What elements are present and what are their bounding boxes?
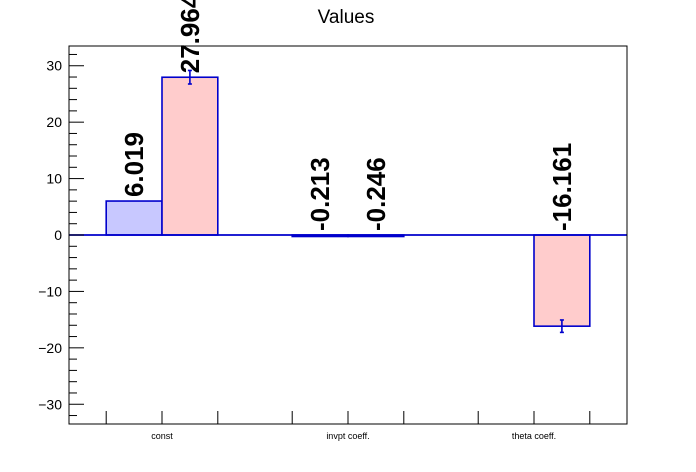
data-label: -0.213 <box>305 157 335 231</box>
y-tick-label: −20 <box>38 340 62 356</box>
y-tick-label: −10 <box>38 283 62 299</box>
bar-series2-theta-coeff- <box>533 234 591 327</box>
y-tick-label: 10 <box>46 171 62 187</box>
chart-title: Values <box>318 7 375 28</box>
bar-series1-const <box>105 200 163 236</box>
bar-series2-const <box>161 76 219 236</box>
y-tick-label: 30 <box>46 58 62 74</box>
data-label: 6.019 <box>119 132 149 197</box>
axes: −30 −20 −10 0 10 20 30 const invpt coeff. theta c… <box>38 45 628 441</box>
x-category-label: invpt coeff. <box>326 431 369 441</box>
y-tick-label: 20 <box>46 114 62 130</box>
data-label: 27.964 <box>175 0 205 73</box>
bars <box>105 69 591 334</box>
y-tick-label: −30 <box>38 396 62 412</box>
x-category-label: const <box>151 431 173 441</box>
y-tick-label: 0 <box>54 227 62 243</box>
data-label: -16.161 <box>547 143 577 231</box>
data-labels: 6.019 -0.213 27.964 -0.246 -16.161 <box>119 0 577 231</box>
x-category-label: theta coeff. <box>512 431 556 441</box>
data-label: -0.246 <box>361 157 391 231</box>
